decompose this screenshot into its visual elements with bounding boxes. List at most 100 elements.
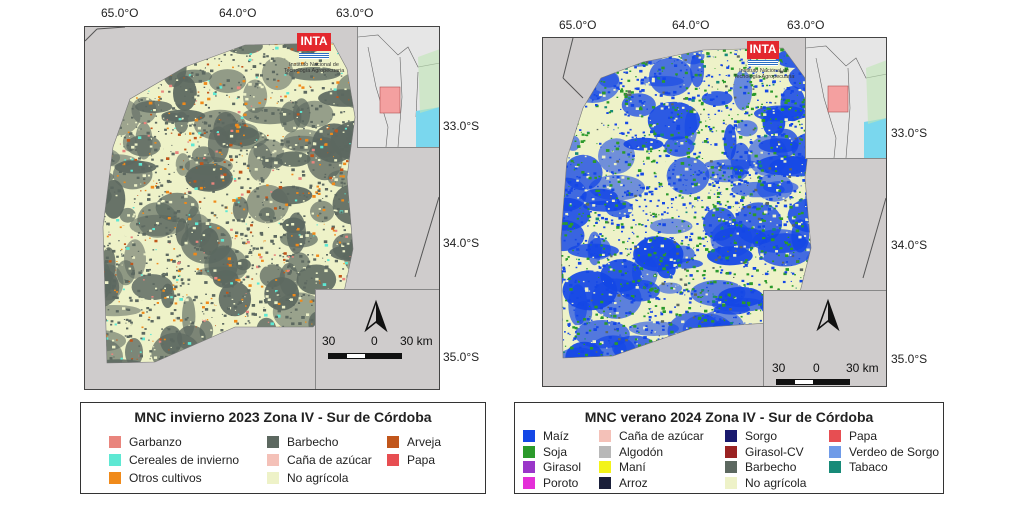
legend-label: Arroz — [619, 475, 648, 490]
legend-label: Caña de azúcar — [287, 453, 372, 467]
legend-swatch — [725, 476, 737, 489]
legend-swatch — [725, 445, 737, 458]
legend-swatch — [267, 454, 279, 466]
legend-item: Arroz — [599, 476, 648, 490]
legend-swatch — [387, 436, 399, 448]
lat-label: 34.0°S — [443, 236, 480, 250]
legend-label: No agrícola — [287, 471, 349, 485]
legend-swatch — [725, 430, 737, 442]
right-legend: MNC verano 2024 Zona IV - Sur de Córdoba… — [514, 402, 944, 494]
legend-item: Maíz — [523, 429, 569, 443]
legend-title: MNC invierno 2023 Zona IV - Sur de Córdo… — [134, 409, 432, 425]
inta-caption: Instituto Nacional de Tecnología Agropec… — [733, 68, 795, 80]
legend-item: Otros cultivos — [109, 471, 202, 485]
legend-label: Girasol — [543, 460, 582, 474]
legend-swatch — [599, 476, 611, 489]
legend-swatch — [387, 454, 399, 466]
scale-bar — [776, 379, 850, 385]
legend-label: Barbecho — [287, 435, 339, 449]
lon-label: 64.0°O — [219, 6, 257, 20]
legend-item: Poroto — [523, 476, 578, 490]
north-arrow-icon — [816, 298, 840, 332]
legend-item: Garbanzo — [109, 435, 182, 449]
lon-label: 65.0°O — [101, 6, 139, 20]
inta-caption: Instituto Nacional de Tecnología Agropec… — [283, 62, 345, 74]
inta-logo-box: INTA — [747, 41, 779, 59]
legend-item: Soja — [523, 445, 567, 459]
legend-label: Soja — [543, 444, 568, 459]
legend-label: Papa — [849, 429, 878, 443]
legend-swatch — [599, 430, 611, 442]
scale-label-left: 30 — [322, 334, 336, 348]
legend-label: Tabaco — [849, 460, 888, 474]
legend-swatch — [523, 445, 535, 458]
legend-item: Barbecho — [267, 435, 338, 449]
legend-label: Verdeo de Sorgo — [849, 444, 940, 459]
legend-label: Papa — [407, 453, 436, 467]
legend-item: Barbecho — [725, 460, 796, 474]
legend-item: Algodón — [599, 445, 663, 459]
legend-label: Cereales de invierno — [129, 453, 240, 467]
legend-swatch — [829, 445, 841, 458]
scale-label-right: 30 km — [846, 361, 879, 375]
lat-label: 33.0°S — [443, 119, 480, 133]
inta-logo-box: INTA — [297, 33, 331, 51]
legend-swatch — [267, 472, 279, 484]
legend-label: Algodón — [619, 444, 664, 459]
legend-item: Papa — [829, 429, 877, 443]
legend-label: No agrícola — [745, 475, 807, 490]
legend-label: Girasol-CV — [745, 444, 804, 459]
legend-item: Sorgo — [725, 429, 777, 443]
locator-inset-map — [357, 27, 439, 148]
legend-label: Maní — [619, 460, 646, 474]
legend-label: Sorgo — [745, 429, 778, 443]
legend-label: Poroto — [543, 475, 579, 490]
legend-item: Caña de azúcar — [599, 429, 704, 443]
legend-item: Arveja — [387, 435, 441, 449]
legend-swatch — [829, 430, 841, 442]
legend-label: Maíz — [543, 429, 570, 443]
lon-label: 64.0°O — [672, 18, 710, 32]
legend-item: Caña de azúcar — [267, 453, 372, 467]
inta-logo-stripes — [299, 53, 329, 59]
legend-swatch — [599, 445, 611, 458]
north-arrow-icon — [364, 299, 388, 333]
legend-item: Cereales de invierno — [109, 453, 239, 467]
legend-swatch — [523, 461, 535, 473]
locator-inset-map — [805, 38, 886, 159]
legend-item: Maní — [599, 460, 646, 474]
scale-label-left: 30 — [772, 361, 786, 375]
scale-bar — [328, 353, 402, 359]
left-legend: MNC invierno 2023 Zona IV - Sur de Córdo… — [80, 402, 486, 494]
lon-label: 63.0°O — [787, 18, 825, 32]
left-map-frame: INTA Instituto Nacional de Tecnología Ag… — [84, 26, 440, 390]
lat-label: 35.0°S — [891, 352, 928, 366]
legend-item: Papa — [387, 453, 435, 467]
scale-panel: 30 0 30 km — [315, 289, 439, 389]
lon-label: 65.0°O — [559, 18, 597, 32]
legend-label: Otros cultivos — [129, 471, 202, 485]
inta-logo-stripes — [748, 60, 778, 66]
legend-swatch — [109, 436, 121, 448]
legend-item: Girasol — [523, 460, 581, 474]
legend-label: Caña de azúcar — [619, 429, 704, 443]
right-map-frame: INTA Instituto Nacional de Tecnología Ag… — [542, 37, 887, 387]
legend-swatch — [725, 461, 737, 473]
legend-item: Verdeo de Sorgo — [829, 445, 939, 459]
legend-swatch — [109, 454, 121, 466]
legend-item: No agrícola — [267, 471, 348, 485]
legend-title: MNC verano 2024 Zona IV - Sur de Córdoba — [584, 409, 874, 425]
legend-swatch — [523, 476, 535, 489]
locator-inset — [805, 38, 886, 159]
scale-panel: 30 0 30 km — [763, 290, 886, 386]
legend-item: No agrícola — [725, 476, 806, 490]
legend-swatch — [109, 472, 121, 484]
locator-inset — [357, 27, 439, 148]
lat-label: 33.0°S — [891, 126, 928, 140]
scale-label-mid: 0 — [813, 361, 820, 375]
legend-swatch — [523, 430, 535, 442]
legend-label: Barbecho — [745, 460, 797, 474]
left-map-canvas — [85, 27, 439, 364]
lat-label: 35.0°S — [443, 350, 480, 364]
scale-label-right: 30 km — [400, 334, 433, 348]
